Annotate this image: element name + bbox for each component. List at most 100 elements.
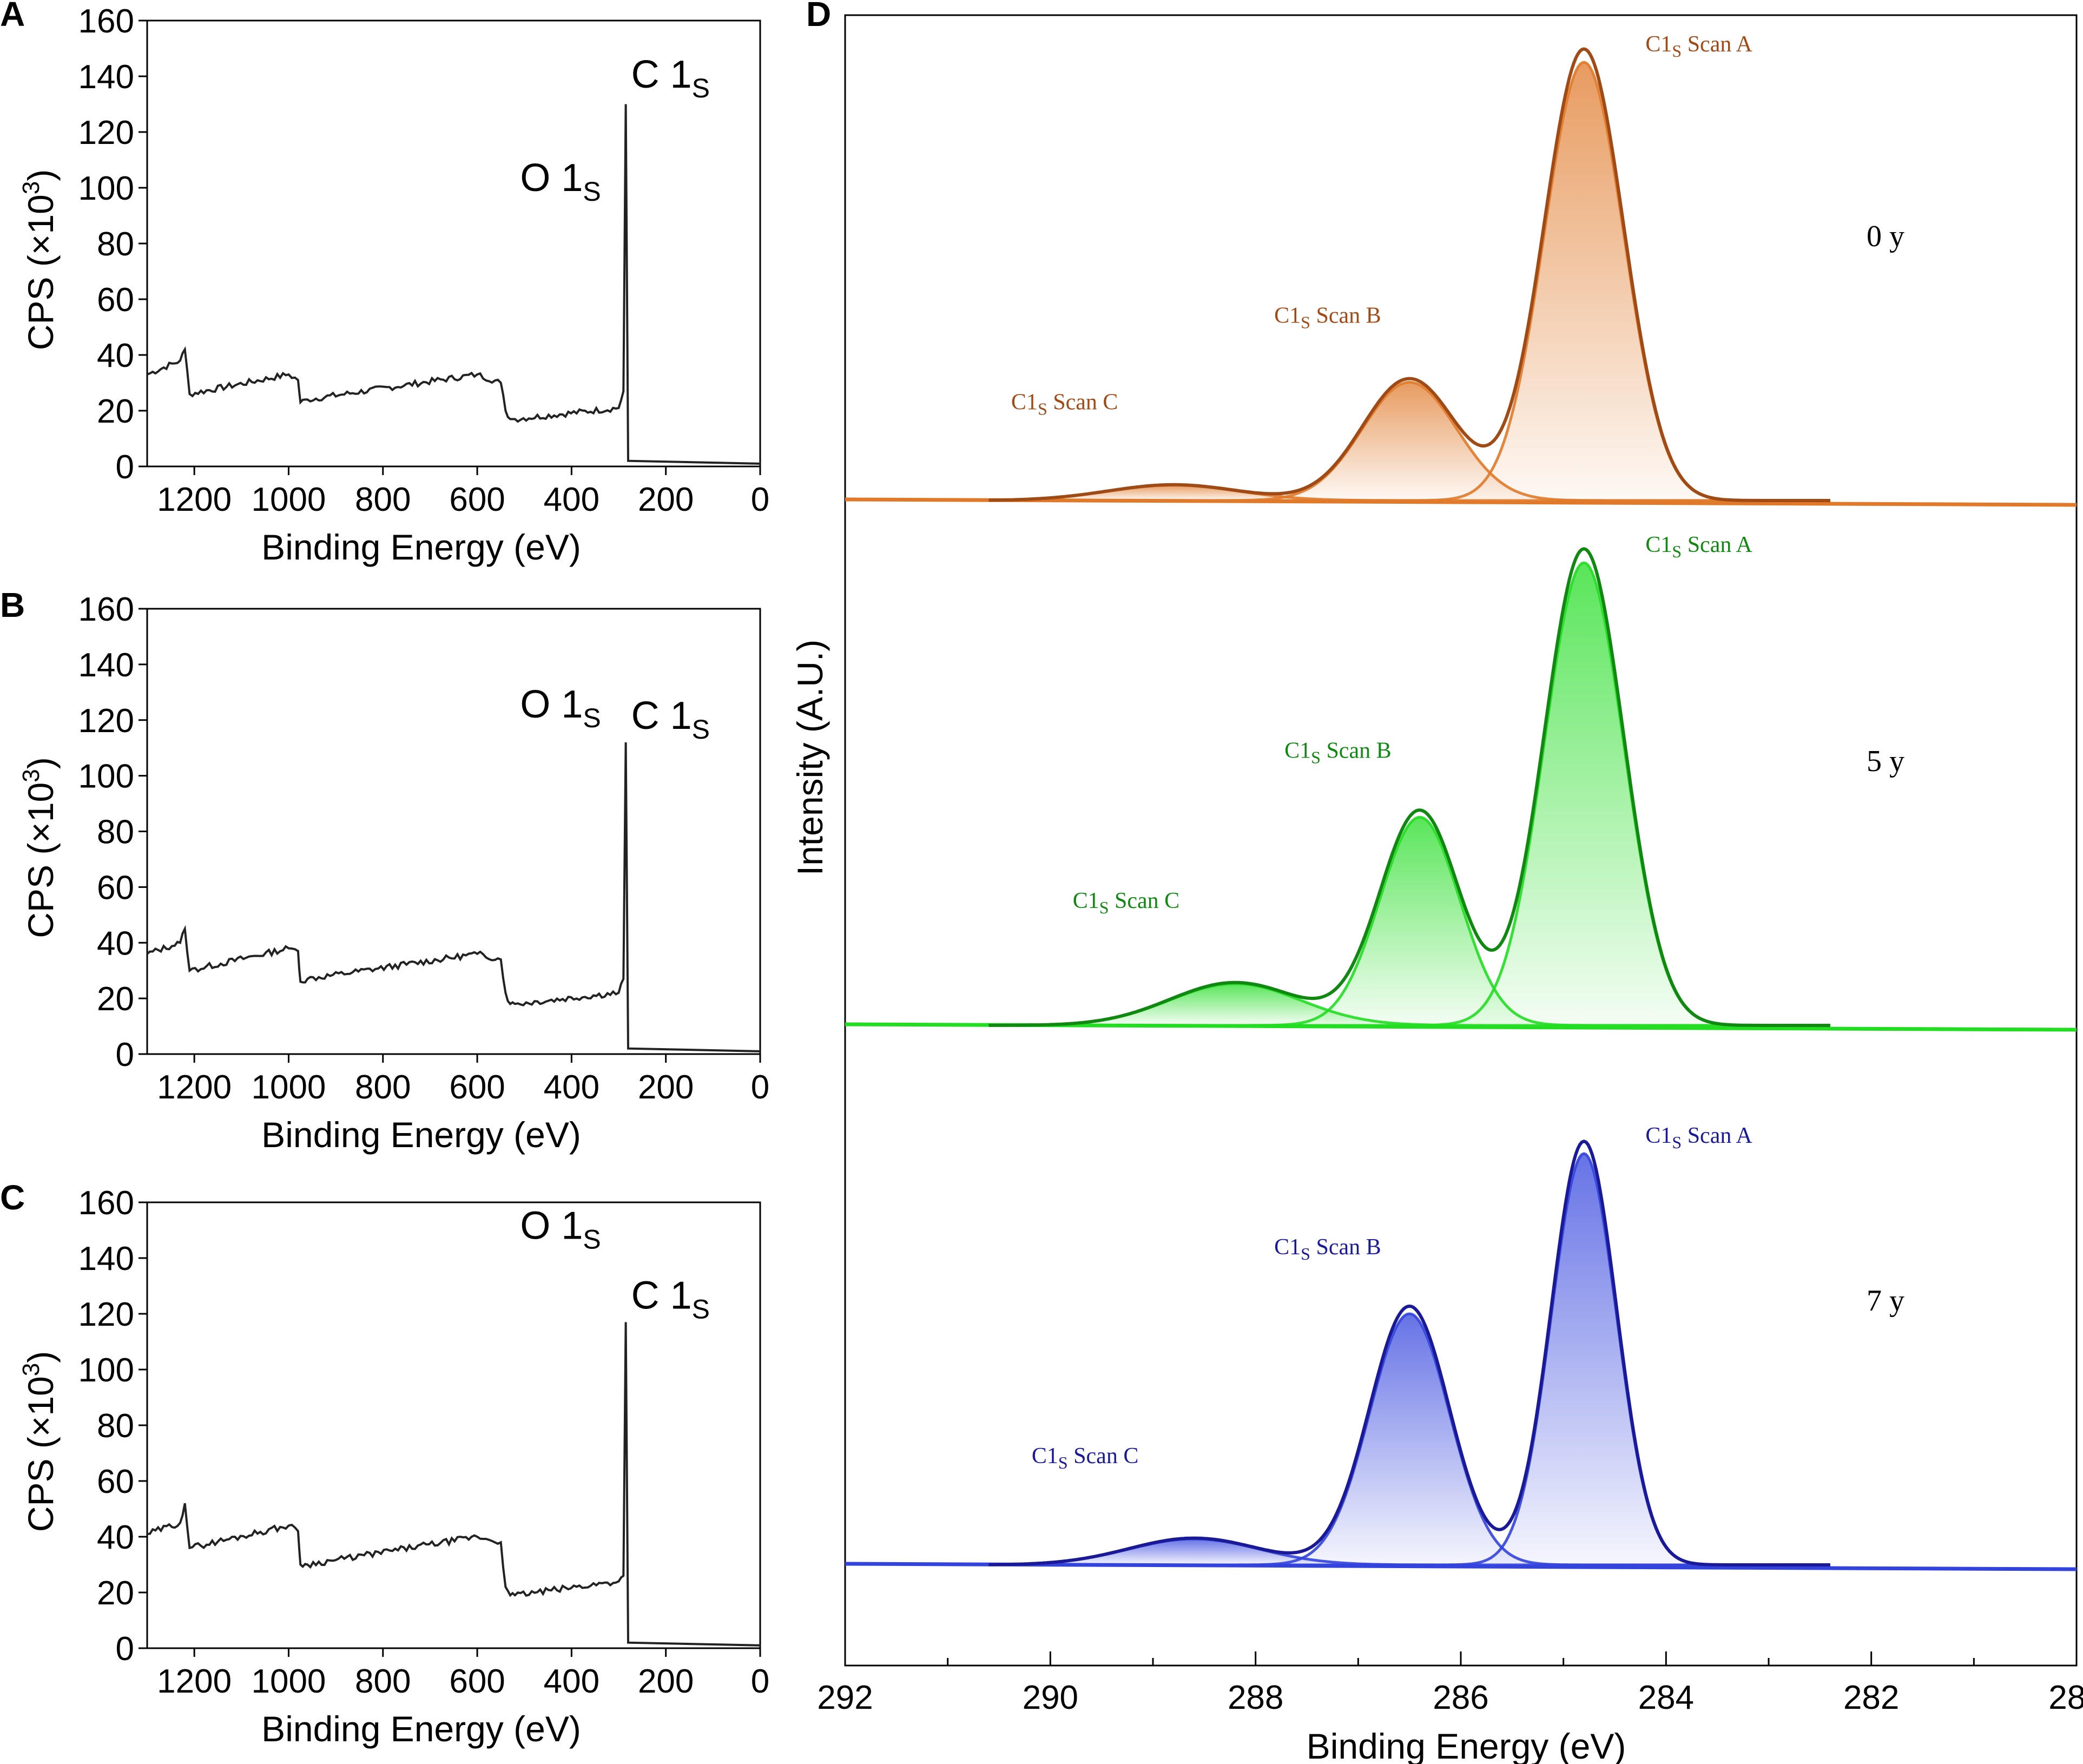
y-tick-label: 80 [97, 814, 134, 851]
component-fill-scan-b [988, 382, 1830, 501]
y-tick-label: 60 [97, 1463, 134, 1500]
component-label-scan-b: C1S Scan B [1284, 738, 1391, 767]
y-tick-label: 140 [78, 58, 134, 96]
component-label-scan-b: C1S Scan B [1274, 1235, 1381, 1263]
x-tick-label: 286 [1433, 1679, 1488, 1716]
survey-panel-A: 0 20 40 60 80 100 120 140 160 1200 1000 800 600 400 20… [18, 3, 769, 567]
survey-spectrum [147, 104, 761, 465]
component-fill-scan-a [988, 1154, 1830, 1565]
y-tick-label: 0 [116, 449, 134, 486]
x-tick-label: 200 [638, 1663, 694, 1700]
x-tick-label: 1200 [157, 481, 232, 518]
sample-0y: C1S Scan A C1S Scan B C1S Scan C 0 y [845, 32, 2077, 507]
y-tick-label: 100 [78, 758, 134, 795]
panel-letter-B: B [0, 585, 25, 624]
component-label-scan-c: C1S Scan C [1032, 1444, 1138, 1472]
x-tick-label: 0 [751, 1663, 769, 1700]
y-tick-label: 20 [97, 393, 134, 430]
component-fill-scan-b [988, 817, 1830, 1025]
plot-frame [844, 14, 2078, 1667]
y-axis-title: CPS (×103) [18, 169, 61, 350]
component-label-scan-c: C1S Scan C [1073, 888, 1179, 917]
x-tick-label: 1000 [251, 1663, 326, 1700]
y-tick-label: 160 [78, 3, 134, 40]
y-tick-label: 100 [78, 1352, 134, 1389]
envelope-curve [988, 47, 1830, 502]
y-tick-label: 120 [78, 114, 134, 152]
y-tick-label: 120 [78, 702, 134, 740]
panel-letter-A: A [0, 0, 25, 34]
y-tick-label: 60 [97, 281, 134, 319]
y-tick-label: 140 [78, 647, 134, 684]
x-tick-label: 0 [751, 481, 769, 518]
x-tick-label: 1200 [157, 1663, 232, 1700]
sample-5y: C1S Scan A C1S Scan B C1S Scan C 5 y [845, 532, 2077, 1032]
x-axis-title: Binding Energy (eV) [261, 1709, 581, 1749]
y-tick-label: 80 [97, 226, 134, 263]
x-tick-label: 800 [355, 1663, 411, 1700]
peak-label-c1s: C 1S [631, 53, 710, 103]
x-tick-label: 282 [1843, 1679, 1899, 1716]
x-tick-label: 280 [2048, 1679, 2083, 1716]
y-tick-label: 0 [116, 1630, 134, 1668]
component-fill-scan-b [988, 1314, 1830, 1565]
y-tick-label: 40 [97, 337, 134, 374]
x-tick-label: 290 [1023, 1679, 1078, 1716]
component-label-scan-a: C1S Scan A [1645, 32, 1752, 61]
x-tick-label: 400 [544, 1663, 599, 1700]
y-tick-label: 0 [116, 1036, 134, 1074]
y-tick-label: 160 [78, 1184, 134, 1222]
peak-label-c1s: C 1S [631, 1274, 710, 1324]
y-tick-label: 140 [78, 1240, 134, 1278]
x-tick-label: 292 [817, 1679, 873, 1716]
c1s-panel-D: 292 290 288 286 284 282 280 Binding Energy (eV)… [790, 14, 2083, 1764]
y-tick-label: 40 [97, 1519, 134, 1556]
x-tick-label: 400 [544, 481, 599, 518]
y-tick-label: 60 [97, 869, 134, 906]
x-tick-label: 284 [1638, 1679, 1694, 1716]
x-tick-label: 200 [638, 1069, 694, 1106]
y-tick-label: 160 [78, 591, 134, 628]
component-label-scan-b: C1S Scan B [1274, 303, 1381, 332]
x-tick-label: 600 [449, 1663, 505, 1700]
plot-frame [146, 608, 761, 1055]
peak-label-o1s: O 1S [520, 156, 601, 207]
envelope-curve [988, 1139, 1830, 1566]
y-tick-label: 20 [97, 980, 134, 1018]
y-tick-label: 80 [97, 1407, 134, 1445]
peak-label-o1s: O 1S [520, 683, 601, 733]
peak-label-c1s: C 1S [631, 694, 710, 745]
component-fill-scan-a [988, 563, 1830, 1025]
component-fill-scan-c [988, 485, 1830, 501]
sample-7y: C1S Scan A C1S Scan B C1S Scan C 7 y [845, 1123, 2077, 1571]
x-tick-label: 0 [751, 1069, 769, 1106]
y-axis-title: CPS (×103) [18, 1351, 61, 1532]
survey-spectrum [146, 742, 761, 1052]
x-tick-label: 1000 [251, 1069, 326, 1106]
y-tick-label: 120 [78, 1296, 134, 1333]
plot-frame [146, 1201, 761, 1649]
panel-letter-D: D [806, 0, 831, 34]
year-label: 7 y [1867, 1284, 1904, 1318]
component-label-scan-a: C1S Scan A [1645, 1123, 1752, 1152]
component-label-scan-a: C1S Scan A [1645, 532, 1752, 561]
x-axis-title: Binding Energy (eV) [261, 1115, 581, 1155]
y-tick-label: 20 [97, 1575, 134, 1612]
y-tick-label: 40 [97, 925, 134, 962]
peak-label-o1s: O 1S [520, 1204, 601, 1255]
y-axis-title: Intensity (A.U.) [790, 640, 830, 876]
x-tick-label: 1200 [157, 1069, 232, 1106]
envelope-curve [988, 547, 1830, 1027]
component-label-scan-c: C1S Scan C [1011, 390, 1118, 419]
year-label: 5 y [1867, 745, 1904, 778]
component-fill-scan-a [988, 62, 1830, 501]
y-tick-label: 100 [78, 170, 134, 207]
x-axis-title: Binding Energy (eV) [261, 527, 581, 567]
year-label: 0 y [1867, 220, 1904, 253]
x-tick-label: 800 [355, 1069, 411, 1106]
survey-panel-B: 0 20 40 60 80 100 120 140 160 1200 1000 800 600 400 20… [18, 591, 769, 1155]
component-fill-scan-c [988, 984, 1830, 1025]
survey-panel-C: 0 20 40 60 80 100 120 140 160 1200 1000 800 600 400 20… [18, 1184, 769, 1749]
x-tick-label: 600 [449, 481, 505, 518]
